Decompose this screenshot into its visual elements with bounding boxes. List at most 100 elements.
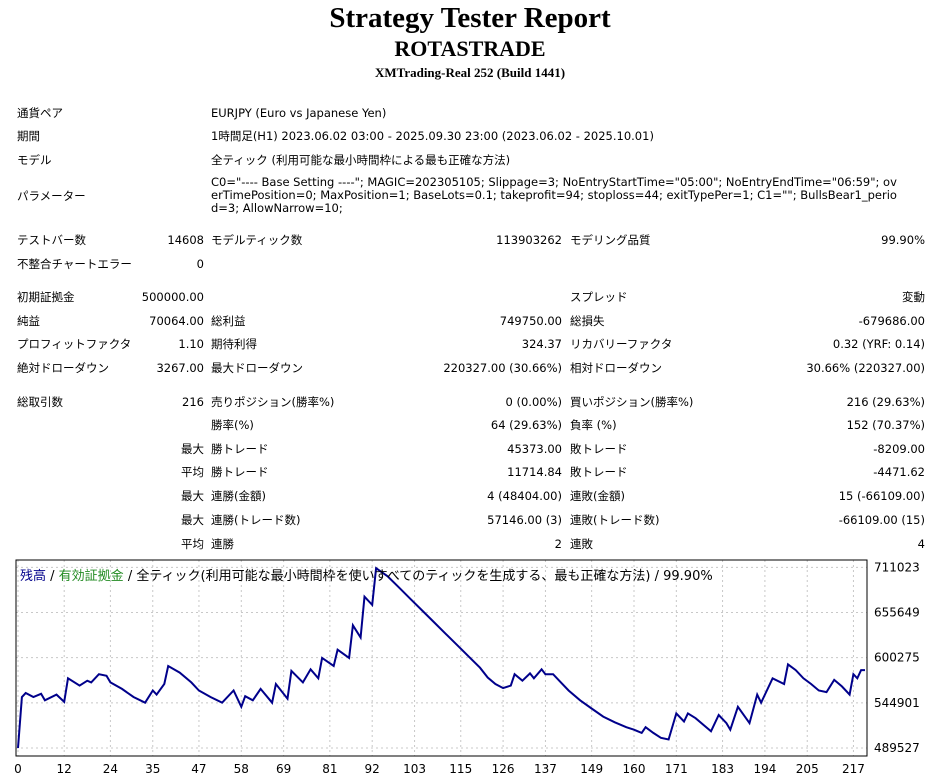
gross-profit-label: 総利益 <box>211 314 246 328</box>
rel-dd-value: 30.66% (220327.00) <box>806 361 925 375</box>
ea-name: ROTASTRADE <box>394 36 546 61</box>
win-rate-value: 64 (29.63%) <box>490 418 562 432</box>
model-ticks-label: モデルティック数 <box>211 233 303 247</box>
balance-series-line <box>17 566 865 749</box>
balance-chart: 711023 655649 600275 544901 489527 0 12 24 35 47… <box>14 559 920 776</box>
consec-loss-cnt-label: 連敗(トレード数) <box>570 513 660 527</box>
period-label: 期間 <box>17 129 40 143</box>
chart-frame <box>15 559 868 757</box>
avg-loss-value: -4471.62 <box>873 465 925 479</box>
x-tick-label: 126 <box>492 762 515 776</box>
deposit-label: 初期証拠金 <box>17 290 75 304</box>
x-tick-label: 35 <box>145 762 160 776</box>
recovery-value: 0.32 (YRF: 0.14) <box>832 337 925 351</box>
avg-consec-loss-label: 連敗 <box>570 537 593 551</box>
spread-value: 変動 <box>902 290 925 304</box>
y-tick-label: 711023 <box>874 560 920 574</box>
x-tick-label: 160 <box>623 762 646 776</box>
max-win-label: 勝トレード <box>211 442 269 456</box>
model-quality-label: モデリング品質 <box>570 233 651 247</box>
x-tick-label: 69 <box>276 762 291 776</box>
report-title: Strategy Tester Report <box>329 2 611 34</box>
params-label: パラメーター <box>17 189 86 203</box>
x-tick-label: 149 <box>580 762 603 776</box>
avg-consec-loss-value: 4 <box>917 537 925 551</box>
consec-win-cnt-value: 57146.00 (3) <box>487 513 562 527</box>
legend-balance: 残高 <box>20 569 47 584</box>
pf-value: 1.10 <box>178 337 204 351</box>
x-axis: 0 12 24 35 47 58 69 81 92 103 115 126 137 149 160 171 18… <box>14 762 865 776</box>
long-label: 買いポジション(勝率%) <box>570 395 694 409</box>
avg-consec-win-value: 2 <box>554 537 562 551</box>
model-value: 全ティック (利用可能な最小時間枠による最も正確な方法) <box>211 153 511 167</box>
spread-label: スプレッド <box>570 290 628 304</box>
chart-legend: 残高 / 有効証拠金 / 全ティック(利用可能な最小時間枠を使いすべてのティック… <box>20 565 713 584</box>
y-axis: 711023 655649 600275 544901 489527 <box>874 560 920 755</box>
avg-loss-label: 敗トレード <box>570 465 628 479</box>
legend-equity: 有効証拠金 <box>58 569 124 584</box>
avg-win-value: 11714.84 <box>507 465 562 479</box>
max-loss-label: 敗トレード <box>570 442 628 456</box>
gross-loss-value: -679686.00 <box>858 314 925 328</box>
rel-dd-label: 相対ドローダウン <box>570 361 662 375</box>
max-win-value: 45373.00 <box>507 442 562 456</box>
chart-grid <box>16 560 867 756</box>
y-tick-label: 655649 <box>874 605 920 619</box>
x-tick-label: 171 <box>665 762 688 776</box>
gross-profit-value: 749750.00 <box>499 314 562 328</box>
expected-label: 期待利得 <box>211 337 257 351</box>
x-tick-label: 58 <box>234 762 249 776</box>
y-tick-label: 544901 <box>874 696 920 710</box>
short-label: 売りポジション(勝率%) <box>211 395 335 409</box>
x-tick-label: 205 <box>796 762 819 776</box>
deposit-value: 500000.00 <box>141 290 204 304</box>
x-tick-label: 12 <box>57 762 72 776</box>
max-dd-value: 220327.00 (30.66%) <box>443 361 562 375</box>
net-value: 70064.00 <box>149 314 204 328</box>
pair-value: EURJPY (Euro vs Japanese Yen) <box>211 106 387 120</box>
test-bars-label: テストバー数 <box>17 233 86 247</box>
long-value: 216 (29.63%) <box>846 395 925 409</box>
loss-rate-label: 負率 (%) <box>570 418 617 432</box>
total-trades-label: 総取引数 <box>17 395 63 409</box>
recovery-label: リカバリーファクタ <box>570 337 673 351</box>
x-tick-label: 115 <box>449 762 472 776</box>
x-tick-label: 217 <box>842 762 865 776</box>
net-label: 純益 <box>17 314 40 328</box>
max-label: 最大 <box>181 442 204 456</box>
avg-label: 平均 <box>181 465 204 479</box>
max-label: 最大 <box>181 489 204 503</box>
x-tick-label: 47 <box>191 762 206 776</box>
max-label: 最大 <box>181 513 204 527</box>
consec-loss-amt-label: 連敗(金額) <box>570 489 625 503</box>
gross-loss-label: 総損失 <box>570 314 605 328</box>
abs-dd-value: 3267.00 <box>156 361 204 375</box>
consec-win-amt-value: 4 (48404.00) <box>487 489 562 503</box>
model-label: モデル <box>17 153 52 167</box>
mismatch-value: 0 <box>196 257 204 271</box>
model-ticks-value: 113903262 <box>496 233 562 247</box>
x-tick-label: 194 <box>753 762 776 776</box>
pf-label: プロフィットファクタ <box>17 337 132 351</box>
avg-consec-win-label: 連勝 <box>211 537 234 551</box>
legend-separator: / <box>46 569 59 584</box>
consec-loss-cnt-value: -66109.00 (15) <box>838 513 925 527</box>
x-tick-label: 81 <box>322 762 337 776</box>
x-tick-label: 24 <box>103 762 118 776</box>
total-trades-value: 216 <box>182 395 204 409</box>
x-tick-label: 92 <box>365 762 380 776</box>
period-value: 1時間足(H1) 2023.06.02 03:00 - 2025.09.30 2… <box>211 129 654 143</box>
consec-win-cnt-label: 連勝(トレード数) <box>211 513 301 527</box>
consec-loss-amt-value: 15 (-66109.00) <box>838 489 925 503</box>
loss-rate-value: 152 (70.37%) <box>846 418 925 432</box>
avg-label: 平均 <box>181 537 204 551</box>
server-build: XMTrading-Real 252 (Build 1441) <box>374 65 566 80</box>
test-bars-value: 14608 <box>167 233 204 247</box>
win-rate-label: 勝率(%) <box>211 418 254 432</box>
y-tick-label: 489527 <box>874 741 920 755</box>
abs-dd-label: 絶対ドローダウン <box>17 361 109 375</box>
expected-value: 324.37 <box>521 337 562 351</box>
mismatch-label: 不整合チャートエラー <box>17 257 132 271</box>
y-tick-label: 600275 <box>874 651 920 665</box>
params-value: C0="---- Base Setting ----"; MAGIC=20230… <box>211 175 897 215</box>
